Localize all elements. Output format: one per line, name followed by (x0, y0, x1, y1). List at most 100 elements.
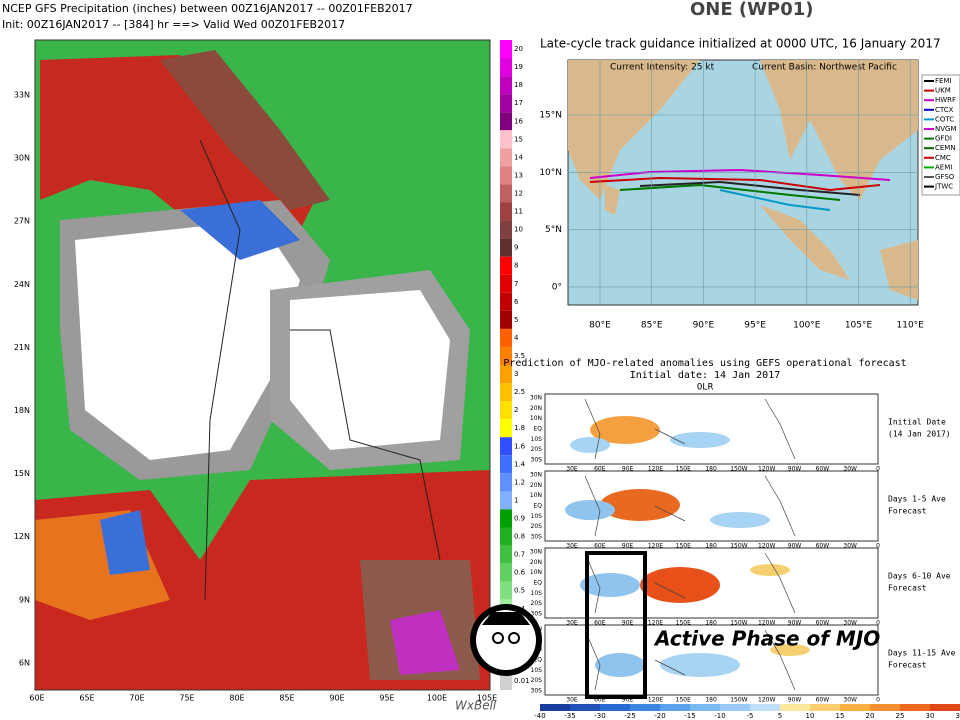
colorbar-label: 1.6 (514, 442, 526, 450)
lon-label: 120W (758, 466, 775, 473)
coastline (584, 398, 796, 460)
colorbar-swatch (500, 148, 512, 167)
legend-label: NVGM (935, 125, 957, 133)
storm-name: ONE (WP01) (690, 0, 813, 20)
colorbar-label: 15 (514, 135, 523, 143)
lon-label: 30W (843, 466, 857, 473)
colorbar-label: 5 (514, 316, 518, 324)
colorbar-swatch (570, 704, 600, 711)
lon-label: 180 (705, 466, 717, 473)
anomaly (670, 432, 730, 448)
anomaly (600, 489, 680, 521)
lon-label: 150E (676, 543, 691, 550)
lon-label: 80E (229, 694, 244, 703)
legend-label: UKM (935, 87, 951, 95)
lon-label: 60E (594, 466, 606, 473)
colorbar-label: 8 (514, 262, 518, 270)
highlight-box (585, 551, 647, 699)
anomaly (750, 564, 790, 576)
lat-label: 10°N (539, 168, 562, 178)
colorbar-swatch (500, 274, 512, 293)
colorbar-label: 17 (514, 99, 523, 107)
lon-label: 95°E (744, 321, 766, 331)
panel-label: Forecast (888, 661, 927, 670)
lat-label: EQ (533, 657, 542, 664)
lon-label: 120E (648, 620, 663, 627)
lon-label: 150W (730, 697, 747, 704)
lon-label: 90E (329, 694, 344, 703)
coastline (584, 629, 796, 691)
anomaly (640, 567, 720, 603)
colorbar-swatch (690, 704, 720, 711)
rain-area (100, 510, 150, 575)
anomaly (770, 644, 810, 656)
lon-label: 85E (279, 694, 294, 703)
anomaly (565, 500, 615, 520)
colorbar-label: -5 (747, 712, 754, 720)
icon-hat (482, 612, 530, 625)
lat-label: 30N (530, 549, 542, 556)
lat-label: 30N (530, 395, 542, 402)
colorbar-label: 18 (514, 81, 523, 89)
colorbar-swatch (500, 202, 512, 221)
colorbar-swatch (500, 509, 512, 528)
lat-label: 20S (531, 446, 543, 453)
lon-label: 60W (816, 466, 830, 473)
legend-label: FEMI (935, 77, 952, 85)
colorbar-label: 14 (514, 153, 523, 161)
lat-label: 10N (530, 569, 542, 576)
land (568, 60, 700, 200)
colorbar-label: 20 (514, 45, 523, 53)
colorbar-label: 5 (778, 712, 782, 720)
colorbar-swatch (500, 310, 512, 329)
colorbar-swatch (500, 184, 512, 203)
lon-label: 75E (179, 694, 194, 703)
colorbar-label: -25 (624, 712, 635, 720)
coastline (199, 139, 241, 601)
panel-label: Days 11-15 Ave (888, 649, 956, 658)
lon-label: 90E (622, 466, 634, 473)
lon-label: 60W (816, 620, 830, 627)
colorbar-swatch (500, 491, 512, 510)
colorbar-swatch (500, 166, 512, 185)
colorbar-label: 0.5 (514, 587, 525, 595)
mjo-title: Prediction of MJO-related anomalies usin… (503, 358, 906, 369)
basin: Current Basin: Northwest Pacific (752, 63, 897, 73)
lon-label: 150E (676, 620, 691, 627)
watermark: WxBell (455, 699, 497, 713)
lon-label: 30W (843, 697, 857, 704)
anomaly (660, 653, 740, 677)
lon-label: 120E (648, 466, 663, 473)
lat-label: 30S (531, 534, 543, 541)
colorbar-label: 10 (806, 712, 815, 720)
colorbar-swatch (540, 704, 570, 711)
lon-label: 90W (788, 620, 802, 627)
anomaly (570, 437, 610, 453)
colorbar-label: 1.4 (514, 460, 526, 468)
colorbar-swatch (720, 704, 750, 711)
colorbar-swatch (500, 40, 512, 59)
lat-label: 0° (552, 282, 562, 292)
colorbar-swatch (500, 365, 512, 384)
lat-label: 12N (14, 532, 30, 541)
colorbar-swatch (500, 256, 512, 275)
lon-label: 105°E (845, 321, 873, 331)
colorbar-swatch (500, 401, 512, 420)
colorbar-swatch (500, 220, 512, 239)
colorbar-swatch (870, 704, 900, 711)
colorbar-label: -35 (564, 712, 575, 720)
lon-label: 60E (594, 697, 606, 704)
colorbar-label: 0.7 (514, 551, 525, 559)
colorbar-label: 1.8 (514, 424, 525, 432)
lon-label: 60E (29, 694, 44, 703)
panel-label: Days 1-5 Ave (888, 495, 946, 504)
colorbar-swatch (500, 581, 512, 600)
colorbar-label: 10 (514, 226, 523, 234)
legend-box (921, 74, 960, 196)
colorbar-label: 30 (926, 712, 935, 720)
lon-label: 90W (788, 543, 802, 550)
lat-label: 5°N (545, 225, 562, 235)
colorbar-label: 0.8 (514, 533, 525, 541)
colorbar-label: -15 (684, 712, 695, 720)
panel-label: Forecast (888, 584, 927, 593)
